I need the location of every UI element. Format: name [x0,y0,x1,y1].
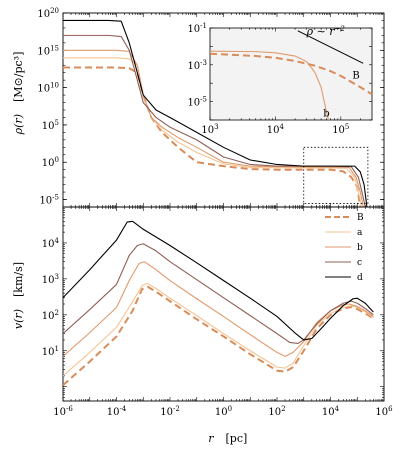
inset-y-tick-label-1: 10-3 [187,59,207,72]
inset-x-tick-label-0: 103 [201,123,218,136]
density-y-axis-label: ρ(r) [12,114,25,135]
x-tick-label-6: 106 [375,405,393,418]
density-y-label-group: ρ(r) [M⊙/pc³] [12,52,25,136]
velocity-y-axis-label: v(r) [12,309,25,329]
x-tick-label-5: 104 [322,405,340,418]
density-y-tick-label-2: 1010 [37,82,59,95]
velocity-y-tick-label-0: 104 [42,237,60,250]
density-y-tick-label-4: 100 [42,156,59,169]
legend-label-c: c [357,258,362,268]
density-series-d [63,19,368,207]
density-y-tick-label-1: 1015 [37,44,59,57]
inset-label-B: B [352,70,359,81]
inset-series-B [210,52,372,96]
inset-series-b [210,50,330,120]
inset-frame [209,27,373,121]
x-tick-label-1: 10-4 [107,405,127,418]
velocity-y-tick-label-1: 103 [42,273,59,286]
velocity-series-B [63,285,374,386]
velocity-series-d [63,220,374,341]
inset-region-box [303,146,369,204]
x-tick-label-2: 10-2 [160,405,180,418]
axis-labels: r [pc] ρ(r) [M⊙/pc³] v(r) [km/s] [12,52,247,445]
x-axis-label: r [208,432,214,445]
inset-x-tick-label-2: 105 [332,123,349,136]
x-tick-label-4: 102 [268,405,285,418]
slope-annotation: ρ ∼ r−2 [306,25,346,38]
velocity-frame [62,206,385,402]
x-axis-unit: [pc] [226,432,248,445]
velocity-series-a [63,282,374,377]
x-tick-label-3: 100 [215,405,232,418]
legend-label-B: B [357,213,364,223]
density-series-b [63,49,364,207]
inset-label-b: b [323,108,329,119]
velocity-series-c [63,243,374,344]
slope-reference-line [297,30,364,64]
x-tick-label-0: 10-6 [53,405,73,418]
density-series-B [63,66,362,207]
density-panel: 1020 1015 1010 105 100 10-5 [37,7,385,208]
density-y-tick-label-0: 1020 [37,7,59,20]
velocity-y-tick-label-3: 101 [42,345,59,358]
velocity-series-b [63,261,374,357]
density-inset: 103 104 105 10-1 10-3 10-5 ρ ∼ r−2 Bb [187,22,373,136]
density-y-tick-label-5: 10-5 [39,194,59,207]
density-series-c [63,34,366,207]
velocity-y-axis-unit: [km/s] [12,262,25,297]
inset-y-tick-label-2: 10-5 [187,96,207,109]
density-y-tick-label-3: 105 [42,119,59,132]
legend-label-a: a [357,228,363,238]
velocity-y-tick-label-2: 102 [42,309,59,322]
velocity-y-label-group: v(r) [km/s] [12,262,25,329]
legend-label-d: d [357,273,363,283]
inset-y-tick-label-0: 10-1 [187,22,207,35]
density-series-a [63,57,363,207]
density-y-axis-unit: [M⊙/pc³] [12,52,25,102]
legend-label-b: b [357,243,363,253]
x-axis: 10-6 10-4 10-2 100 102 104 106 [53,13,393,418]
inset-x-tick-label-1: 104 [267,123,285,136]
